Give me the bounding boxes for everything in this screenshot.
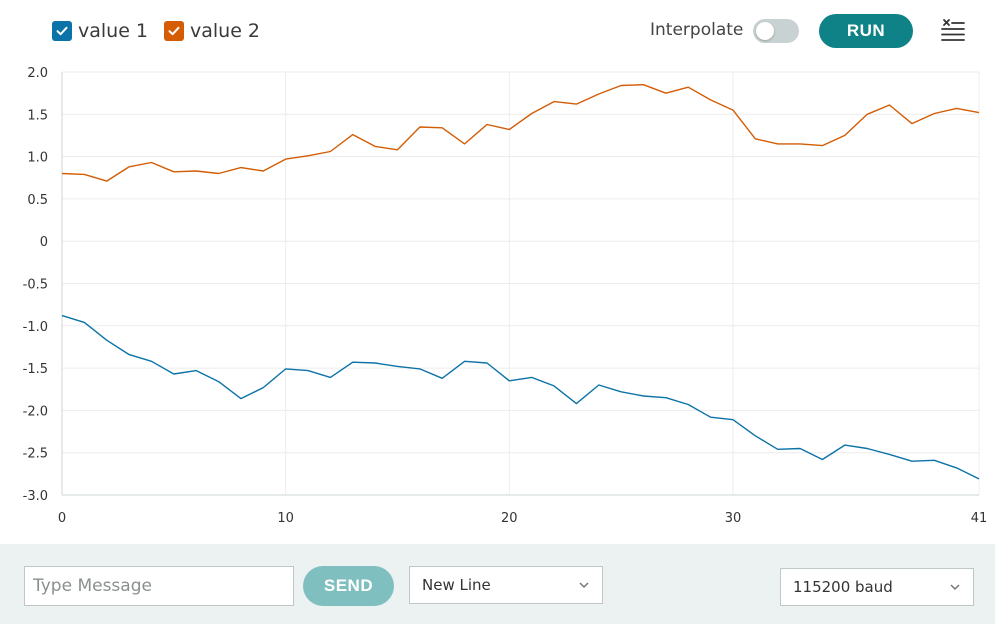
line-ending-value: New Line xyxy=(422,576,491,594)
x-tick-label: 20 xyxy=(501,511,518,526)
series-line-value-2 xyxy=(61,84,980,182)
checkbox-checked-icon[interactable] xyxy=(164,21,184,41)
y-tick-label: 2.0 xyxy=(27,66,48,81)
baud-rate-value: 115200 baud xyxy=(793,578,893,596)
run-button[interactable]: RUN xyxy=(819,14,913,48)
legend-label-value-1: value 1 xyxy=(78,20,149,42)
y-tick-label: 0 xyxy=(40,235,48,250)
legend-toggle-value-2[interactable]: value 2 xyxy=(164,18,260,44)
interpolate-label: Interpolate xyxy=(650,20,744,40)
legend-toggle-value-1[interactable]: value 1 xyxy=(52,18,148,44)
x-tick-label: 10 xyxy=(277,511,294,526)
x-tick-label: 41 xyxy=(971,511,988,526)
legend-label-value-2: value 2 xyxy=(190,20,261,42)
message-input[interactable] xyxy=(24,566,294,606)
interpolate-toggle[interactable] xyxy=(753,19,799,43)
y-tick-label: -1.5 xyxy=(23,362,48,377)
chevron-down-icon xyxy=(950,584,960,591)
clear-list-icon[interactable] xyxy=(939,16,967,44)
baud-rate-select[interactable]: 115200 baud xyxy=(780,568,974,606)
y-tick-label: 0.5 xyxy=(27,193,48,208)
y-tick-label: 1.0 xyxy=(27,151,48,166)
y-tick-label: -0.5 xyxy=(23,278,48,293)
send-button[interactable]: SEND xyxy=(303,566,394,606)
series-line-value-1 xyxy=(61,314,980,480)
toggle-knob xyxy=(756,22,774,40)
y-tick-label: -2.5 xyxy=(23,447,48,462)
chevron-down-icon xyxy=(579,582,589,589)
y-tick-label: -2.0 xyxy=(23,404,48,419)
checkbox-checked-icon[interactable] xyxy=(52,21,72,41)
serial-plotter-chart: 2.0 1.5 1.0 0.5 0 -0.5 -1.0 -1.5 -2.0 -2.5 -3.0 0 10… xyxy=(23,66,988,526)
x-tick-label: 30 xyxy=(725,511,742,526)
y-tick-label: 1.5 xyxy=(27,108,48,123)
y-tick-label: -3.0 xyxy=(23,489,48,504)
message-bar: SEND New Line 115200 baud xyxy=(0,544,995,624)
x-tick-label: 0 xyxy=(58,511,66,526)
y-tick-label: -1.0 xyxy=(23,320,48,335)
line-ending-select[interactable]: New Line xyxy=(409,566,603,604)
